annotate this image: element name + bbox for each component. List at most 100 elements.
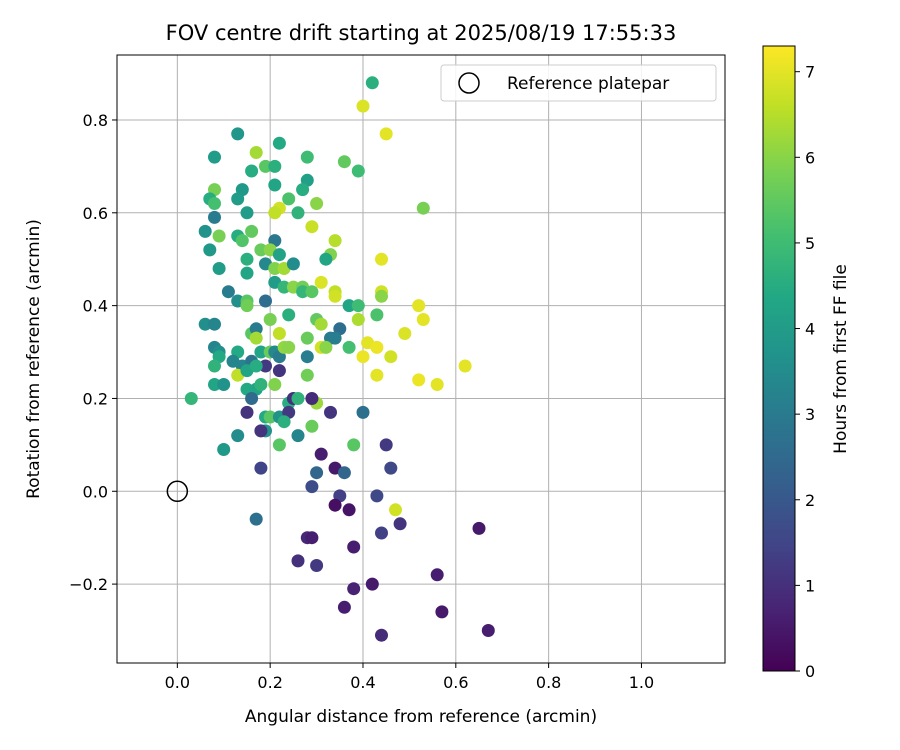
- data-point: [342, 503, 356, 517]
- data-point: [249, 512, 263, 526]
- data-point: [249, 322, 263, 336]
- legend-label: Reference platepar: [507, 74, 669, 94]
- data-point: [342, 299, 356, 313]
- data-point: [300, 331, 314, 345]
- data-point: [263, 313, 277, 326]
- chart-title: FOV centre drift starting at 2025/08/19 …: [166, 21, 677, 45]
- data-point: [254, 243, 268, 257]
- data-point: [375, 252, 388, 266]
- data-point: [254, 461, 268, 475]
- data-point: [458, 359, 472, 373]
- data-point: [198, 224, 212, 238]
- data-point: [328, 234, 342, 248]
- data-point: [393, 517, 407, 531]
- data-point: [240, 405, 254, 419]
- data-point: [272, 438, 286, 452]
- data-point: [319, 340, 333, 354]
- data-point: [300, 150, 314, 164]
- data-point: [212, 229, 226, 243]
- data-point: [268, 262, 282, 275]
- colorbar-tick-label: 5: [805, 234, 815, 253]
- data-point: [412, 299, 426, 313]
- data-point: [365, 577, 379, 591]
- data-point: [286, 257, 300, 271]
- data-point: [365, 76, 379, 90]
- data-point: [268, 178, 282, 192]
- data-point: [231, 192, 245, 206]
- data-point: [277, 415, 291, 429]
- data-point: [203, 243, 217, 257]
- colorbar-tick-label: 3: [805, 405, 815, 424]
- data-point: [249, 146, 263, 159]
- data-point: [184, 392, 198, 405]
- data-point: [291, 429, 305, 443]
- y-tick-label: −0.2: [69, 575, 108, 594]
- data-point: [300, 350, 314, 364]
- data-point: [221, 285, 235, 299]
- data-point: [259, 359, 272, 373]
- colorbar-tick-label: 7: [805, 63, 815, 82]
- data-point: [430, 568, 444, 582]
- data-point: [347, 540, 361, 554]
- data-point: [249, 331, 263, 345]
- x-tick-label: 0.8: [536, 673, 561, 692]
- data-point: [347, 582, 361, 596]
- data-point: [389, 503, 402, 517]
- x-axis-label: Angular distance from reference (arcmin): [245, 707, 597, 727]
- colorbar-tick-label: 1: [805, 576, 815, 595]
- data-point: [342, 340, 356, 354]
- data-point: [291, 206, 305, 220]
- data-point: [310, 197, 324, 210]
- data-point: [351, 299, 365, 313]
- data-point: [328, 331, 342, 345]
- x-tick-label: 0.6: [443, 673, 468, 692]
- data-point: [300, 368, 314, 382]
- data-point: [208, 210, 221, 224]
- data-point: [208, 197, 221, 210]
- data-point: [375, 526, 388, 540]
- data-point: [328, 498, 342, 512]
- data-point: [259, 159, 272, 173]
- colorbar: 0 1 2 3 4 5 6 7 Hours from first FF file: [762, 45, 851, 681]
- data-point: [305, 531, 319, 545]
- data-point: [282, 340, 296, 354]
- data-point: [240, 252, 254, 266]
- data-point: [217, 378, 231, 391]
- data-point: [412, 373, 426, 387]
- data-point: [231, 429, 245, 443]
- data-point: [305, 419, 319, 433]
- data-point: [430, 378, 444, 391]
- y-tick-label: 0.6: [83, 204, 108, 223]
- x-tick-label: 1.0: [629, 673, 654, 692]
- colorbar-gradient: [762, 45, 796, 672]
- data-point: [384, 350, 398, 364]
- data-point: [370, 368, 384, 382]
- data-point: [291, 392, 305, 405]
- data-point: [347, 438, 361, 452]
- data-point: [375, 628, 388, 642]
- data-point: [351, 313, 365, 326]
- data-point: [356, 99, 370, 113]
- legend: Reference platepar: [440, 64, 717, 102]
- y-tick-label: 0.4: [83, 297, 108, 316]
- data-point: [328, 289, 342, 303]
- data-point: [208, 150, 221, 164]
- y-tick-label: 0.8: [83, 111, 108, 130]
- x-axis-ticks: 0.0 0.2 0.4 0.6 0.8 1.0: [165, 663, 654, 692]
- y-axis-ticks: −0.2 0.0 0.2 0.4 0.6 0.8: [69, 111, 117, 594]
- data-point: [245, 164, 259, 178]
- plot-frame: [116, 54, 726, 664]
- data-point: [324, 405, 337, 419]
- data-point: [208, 359, 221, 373]
- data-point: [337, 600, 351, 614]
- data-point: [259, 294, 272, 308]
- data-point: [435, 605, 449, 619]
- data-point: [305, 480, 319, 494]
- data-point: [245, 392, 259, 405]
- grid-lines: [117, 55, 725, 663]
- data-point: [356, 405, 370, 419]
- data-point: [240, 266, 254, 280]
- data-point: [314, 275, 328, 289]
- data-point: [319, 252, 333, 266]
